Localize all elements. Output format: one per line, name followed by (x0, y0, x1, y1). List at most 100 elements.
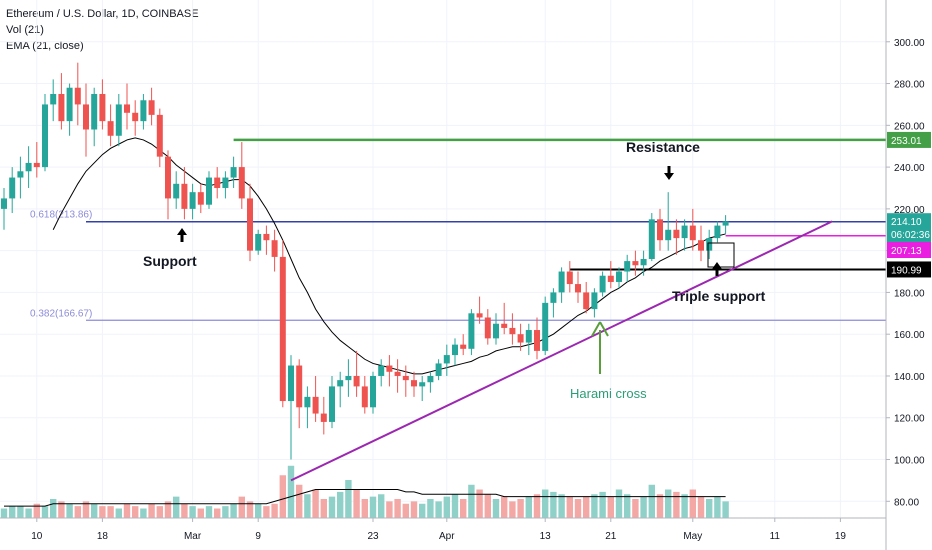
candle-body (222, 177, 229, 188)
volume-bar (542, 489, 549, 518)
volume-bar (689, 489, 696, 518)
volume-bar (492, 499, 500, 518)
volume-bar (279, 475, 286, 518)
volume-bar (386, 501, 393, 518)
candle-body (665, 229, 672, 241)
volume-bar (304, 494, 311, 518)
candle-body (156, 114, 163, 157)
legend-volume-indicator[interactable]: Vol (21) (6, 24, 44, 36)
candle-body (304, 396, 311, 408)
candle-body (419, 382, 426, 387)
candle-body (25, 162, 32, 172)
volume-bar (74, 506, 81, 518)
candle-body (476, 313, 483, 318)
candle-body (91, 93, 98, 130)
support-label: Support (143, 253, 197, 269)
fib-618-label: 0.618(213.86) (30, 210, 92, 221)
volume-bar (263, 506, 270, 518)
candle-body (378, 365, 385, 376)
candle-body (189, 192, 196, 209)
volume-bar (451, 494, 459, 518)
candle-body (263, 233, 270, 241)
candle-body (181, 183, 188, 209)
volume-ema-line (4, 489, 726, 507)
candle-body (288, 365, 294, 402)
candle-body (599, 275, 606, 293)
volume-bar (173, 496, 180, 518)
grid (0, 0, 886, 518)
candle-body (583, 292, 590, 310)
volume-bar (681, 494, 688, 518)
volume-bar (99, 506, 106, 518)
candle-body (509, 327, 516, 335)
candle-body (361, 386, 368, 408)
candle-body (238, 167, 245, 199)
candle-body (165, 156, 171, 199)
price-tag-label: 190.99 (891, 265, 922, 276)
volume-bar (410, 501, 418, 518)
candle-body (9, 177, 16, 199)
volume-bar (558, 494, 565, 518)
time-tick-label: Apr (439, 531, 455, 542)
triple-support-arrow-icon (712, 262, 722, 276)
volume-bar (132, 506, 139, 518)
price-tick-label: 100.00 (894, 456, 925, 467)
candle-body (337, 380, 344, 387)
volume-bar (255, 503, 262, 518)
volume-bar (337, 491, 344, 518)
volume-bar (107, 506, 114, 518)
volume-bar (91, 503, 98, 518)
legend-ema-indicator[interactable]: EMA (21, close) (6, 40, 84, 52)
price-tag (887, 213, 931, 230)
volume-bar (656, 494, 664, 518)
time-tick-label: Mar (184, 531, 202, 542)
volume-bar (673, 491, 680, 518)
support-arrow-icon (177, 228, 187, 242)
volume-bar (328, 496, 336, 518)
candle-body (681, 225, 688, 239)
volume-bar (443, 496, 450, 518)
candle-body (214, 177, 221, 188)
time-tick-label: 18 (97, 531, 109, 542)
price-tick-label: 300.00 (894, 38, 925, 49)
candle-body (427, 375, 434, 383)
volume-bar (82, 501, 90, 518)
candle-body (673, 229, 680, 239)
candle-body (42, 104, 48, 168)
volume-bar (140, 508, 147, 518)
volume-bar (640, 496, 647, 518)
price-tags: 253.01 214.10 06:02:36 207.13 190.99 (887, 131, 931, 278)
candle-body (394, 371, 401, 376)
volume-bar (271, 503, 278, 518)
candle-body (722, 221, 729, 226)
volume-bar (66, 503, 73, 518)
time-tick-label: 19 (835, 531, 847, 542)
candle-body (698, 240, 704, 251)
volume-bar (615, 489, 623, 518)
candle-body (58, 93, 65, 122)
price-tag-label: 214.10 (891, 217, 922, 228)
candle-body (566, 271, 573, 285)
volume-bar (501, 496, 508, 518)
volume-bar (33, 503, 40, 518)
volume-bar (164, 501, 172, 518)
candle-body (1, 198, 7, 209)
candle-body (312, 396, 319, 414)
candle-body (607, 275, 614, 282)
price-tick-label: 180.00 (894, 288, 925, 299)
volume-bar (468, 484, 475, 518)
volume-bar (214, 508, 221, 518)
candle-body (706, 238, 713, 251)
volume-bar (599, 491, 606, 518)
price-tick-label: 280.00 (894, 80, 925, 91)
price-tick-label: 140.00 (894, 372, 925, 383)
time-tick-label: 23 (367, 531, 379, 542)
candle-body (107, 121, 114, 136)
drawings: Support Resistance Triple support Harami cr… (143, 139, 833, 482)
volume-bar (583, 496, 590, 518)
candle-body (33, 162, 40, 168)
volume-bar (714, 496, 721, 518)
volume-bar (566, 496, 573, 518)
